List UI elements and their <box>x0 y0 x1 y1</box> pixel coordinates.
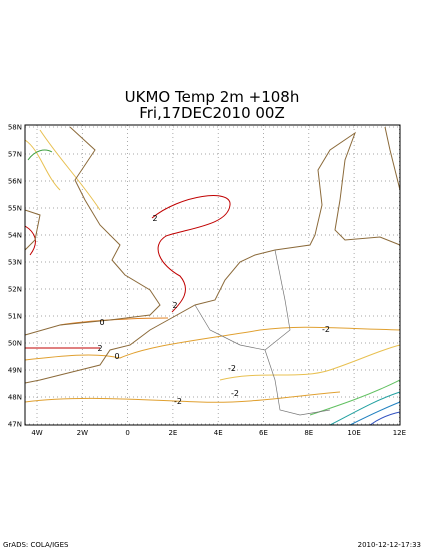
contours <box>24 129 401 426</box>
lon-label: 10E <box>347 429 360 437</box>
contour-label: -2 <box>231 389 239 398</box>
lon-label: 0 <box>125 429 129 437</box>
lon-label: 2E <box>168 429 177 437</box>
title-line1: UKMO Temp 2m +108h <box>125 88 300 106</box>
lon-label: 4W <box>31 429 42 437</box>
borders <box>194 249 331 416</box>
lat-label: 52N <box>8 286 22 294</box>
lat-label: 57N <box>8 151 22 159</box>
map-frame <box>24 124 401 426</box>
lat-label: 55N <box>8 205 22 213</box>
graticule <box>25 125 400 425</box>
lon-label: 12E <box>393 429 406 437</box>
coastlines <box>24 126 401 384</box>
lat-label: 49N <box>8 367 22 375</box>
lat-label: 50N <box>8 340 22 348</box>
contour-label: 2 <box>152 214 157 223</box>
lon-label: 2W <box>77 429 88 437</box>
title-line2: Fri,17DEC2010 00Z <box>139 104 285 122</box>
lat-label: 58N <box>8 124 22 132</box>
lat-label: 54N <box>8 232 22 240</box>
lat-label: 53N <box>8 259 22 267</box>
contour-label: -2 <box>322 325 330 334</box>
contour-label: -2 <box>174 397 182 406</box>
footer-right: 2010-12-12-17:33 <box>358 541 421 549</box>
contour-label: 2 <box>172 301 177 310</box>
lon-label: 8E <box>304 429 313 437</box>
lon-label: 6E <box>259 429 268 437</box>
contour-label: 0 <box>114 352 119 361</box>
footer-left: GrADS: COLA/IGES <box>3 541 69 549</box>
contour-label: 0 <box>99 318 104 327</box>
lat-label: 48N <box>8 394 22 402</box>
lat-label: 56N <box>8 178 22 186</box>
lat-label: 47N <box>8 421 22 429</box>
lat-label: 51N <box>8 313 22 321</box>
lon-label: 4E <box>214 429 223 437</box>
contour-label: -2 <box>228 364 236 373</box>
contour-label: 2 <box>97 344 102 353</box>
